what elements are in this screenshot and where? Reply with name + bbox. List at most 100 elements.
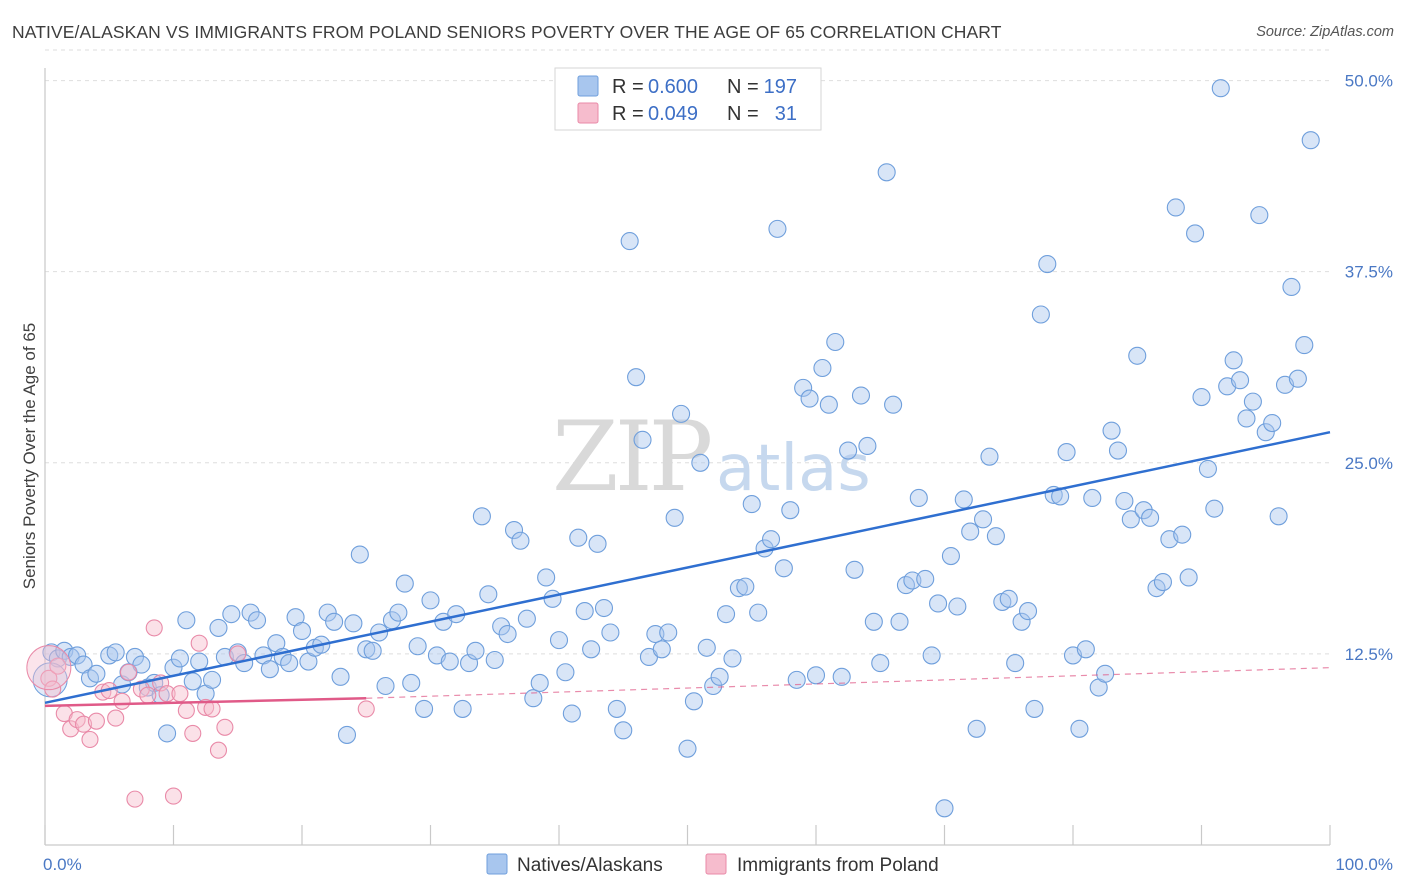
point-native-alaskan: [575, 602, 594, 621]
point-native-alaskan: [177, 611, 196, 630]
point-native-alaskan: [389, 603, 408, 622]
point-native-alaskan: [948, 597, 967, 616]
point-native-alaskan: [729, 579, 748, 598]
point-native-alaskan: [665, 508, 684, 527]
y-tick-labels: 12.5% 25.0% 37.5% 50.0%: [1345, 72, 1393, 664]
point-native-alaskan: [504, 521, 524, 540]
point-native-alaskan: [453, 699, 472, 718]
point-native-alaskan: [1250, 206, 1269, 225]
y-tick-label: 37.5%: [1345, 263, 1393, 282]
point-immigrant-poland: [145, 619, 163, 637]
point-native-alaskan: [395, 574, 414, 593]
point-native-alaskan: [1070, 719, 1089, 738]
trendline-natives: [44, 430, 1331, 705]
point-native-alaskan: [800, 389, 819, 408]
point-immigrant-poland: [229, 645, 247, 663]
point-native-alaskan: [222, 605, 241, 624]
point-native-alaskan: [1166, 198, 1185, 217]
point-native-alaskan: [562, 704, 581, 723]
series-legend: Natives/Alaskans Immigrants from Poland: [486, 853, 939, 876]
point-native-alaskan: [697, 638, 716, 657]
x-tick-label-max: 100.0%: [1335, 855, 1393, 874]
point-native-alaskan: [247, 611, 267, 630]
point-native-alaskan: [884, 395, 903, 414]
point-native-alaskan: [877, 163, 896, 182]
point-native-alaskan: [158, 724, 177, 743]
point-immigrant-poland: [203, 700, 221, 718]
point-native-alaskan: [1192, 387, 1211, 407]
watermark: ZIP atlas: [552, 401, 871, 513]
point-immigrant-poland: [139, 686, 157, 704]
point-native-alaskan: [961, 522, 980, 541]
legend-box: [554, 67, 822, 131]
point-native-alaskan: [896, 576, 916, 595]
point-immigrant-poland: [190, 634, 208, 652]
point-native-alaskan: [1243, 392, 1262, 411]
point-immigrant-poland: [357, 700, 375, 718]
point-native-alaskan: [1121, 510, 1140, 529]
immigrants-poland-points: [26, 619, 375, 808]
point-native-alaskan: [1153, 572, 1172, 592]
point-native-alaskan: [633, 430, 652, 449]
point-native-alaskan: [742, 495, 761, 514]
point-native-alaskan: [1012, 612, 1031, 631]
legend-r-label-2: R =: [612, 103, 644, 125]
point-immigrant-poland: [113, 692, 131, 710]
point-native-alaskan: [813, 358, 832, 378]
point-native-alaskan: [1231, 371, 1250, 390]
point-native-alaskan: [472, 507, 491, 526]
y-tick-label: 12.5%: [1345, 645, 1393, 664]
point-native-alaskan: [710, 667, 729, 686]
point-native-alaskan: [954, 490, 973, 509]
point-native-alaskan: [659, 623, 678, 642]
point-native-alaskan: [723, 649, 742, 668]
point-native-alaskan: [819, 395, 838, 414]
point-native-alaskan: [839, 441, 858, 460]
point-native-alaskan: [652, 640, 671, 659]
point-native-alaskan: [1295, 336, 1314, 355]
bottom-legend-swatch-pink: [705, 853, 727, 875]
point-native-alaskan: [941, 546, 960, 566]
point-native-alaskan: [376, 676, 395, 696]
point-native-alaskan: [909, 488, 928, 508]
point-native-alaskan: [260, 660, 279, 679]
point-native-alaskan: [1108, 441, 1128, 460]
legend-n-label-1: N =: [727, 76, 759, 98]
point-native-alaskan: [1025, 699, 1044, 718]
point-native-alaskan: [916, 569, 935, 589]
point-native-alaskan: [1018, 602, 1038, 621]
point-native-alaskan: [363, 641, 382, 660]
point-native-alaskan: [1006, 654, 1025, 673]
point-native-alaskan: [498, 624, 517, 644]
point-native-alaskan: [627, 368, 646, 387]
point-native-alaskan: [980, 447, 999, 466]
point-native-alaskan: [1173, 525, 1192, 544]
point-native-alaskan: [999, 589, 1018, 608]
legend-swatch-blue: [577, 75, 599, 97]
point-native-alaskan: [768, 219, 787, 238]
point-immigrant-poland: [87, 712, 105, 730]
point-native-alaskan: [1186, 224, 1205, 243]
point-immigrant-poland: [171, 685, 189, 703]
point-native-alaskan: [440, 652, 459, 671]
point-native-alaskan: [851, 386, 871, 405]
point-native-alaskan: [1128, 346, 1147, 365]
point-native-alaskan: [858, 436, 877, 456]
point-immigrant-poland: [62, 720, 80, 738]
point-native-alaskan: [87, 664, 106, 683]
bottom-legend-label-poland: Immigrants from Poland: [737, 855, 939, 876]
point-immigrant-poland: [158, 685, 176, 703]
point-native-alaskan: [357, 640, 376, 659]
point-native-alaskan: [672, 404, 691, 423]
point-immigrant-poland: [209, 741, 228, 759]
point-native-alaskan: [594, 598, 614, 618]
point-native-alaskan: [774, 559, 793, 578]
point-native-alaskan: [749, 603, 768, 622]
point-native-alaskan: [466, 641, 485, 660]
y-tick-label: 25.0%: [1345, 454, 1393, 473]
point-native-alaskan: [80, 669, 100, 688]
point-native-alaskan: [170, 649, 189, 668]
point-native-alaskan: [1141, 508, 1160, 527]
point-native-alaskan: [935, 799, 954, 818]
